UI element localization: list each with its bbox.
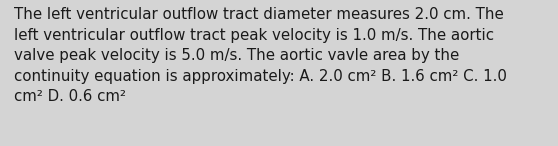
Text: The left ventricular outflow tract diameter measures 2.0 cm. The
left ventricula: The left ventricular outflow tract diame…	[14, 7, 507, 104]
